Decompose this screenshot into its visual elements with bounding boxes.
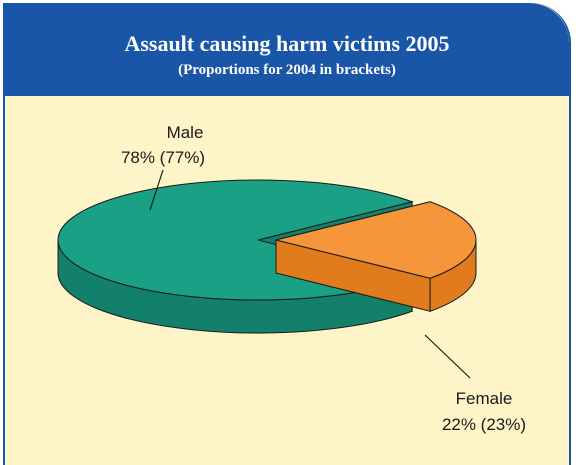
female-value-label: 22% (23%) (442, 415, 526, 434)
male-value-label: 78% (77%) (121, 148, 205, 167)
female-top-face (275, 201, 477, 279)
chart-title: Assault causing harm victims 2005 (124, 31, 450, 56)
female-slice (275, 201, 477, 312)
chart-subtitle: (Proportions for 2004 in brackets) (178, 62, 396, 78)
chart-panel: Assault causing harm victims 2005 (Propo… (3, 3, 571, 465)
female-label: Female (456, 389, 513, 408)
male-leader-line (149, 169, 164, 211)
chart-header: Assault causing harm victims 2005 (Propo… (5, 3, 569, 96)
male-label: Male (167, 123, 204, 142)
pie-layer (57, 179, 477, 334)
female-leader-line (424, 334, 471, 379)
